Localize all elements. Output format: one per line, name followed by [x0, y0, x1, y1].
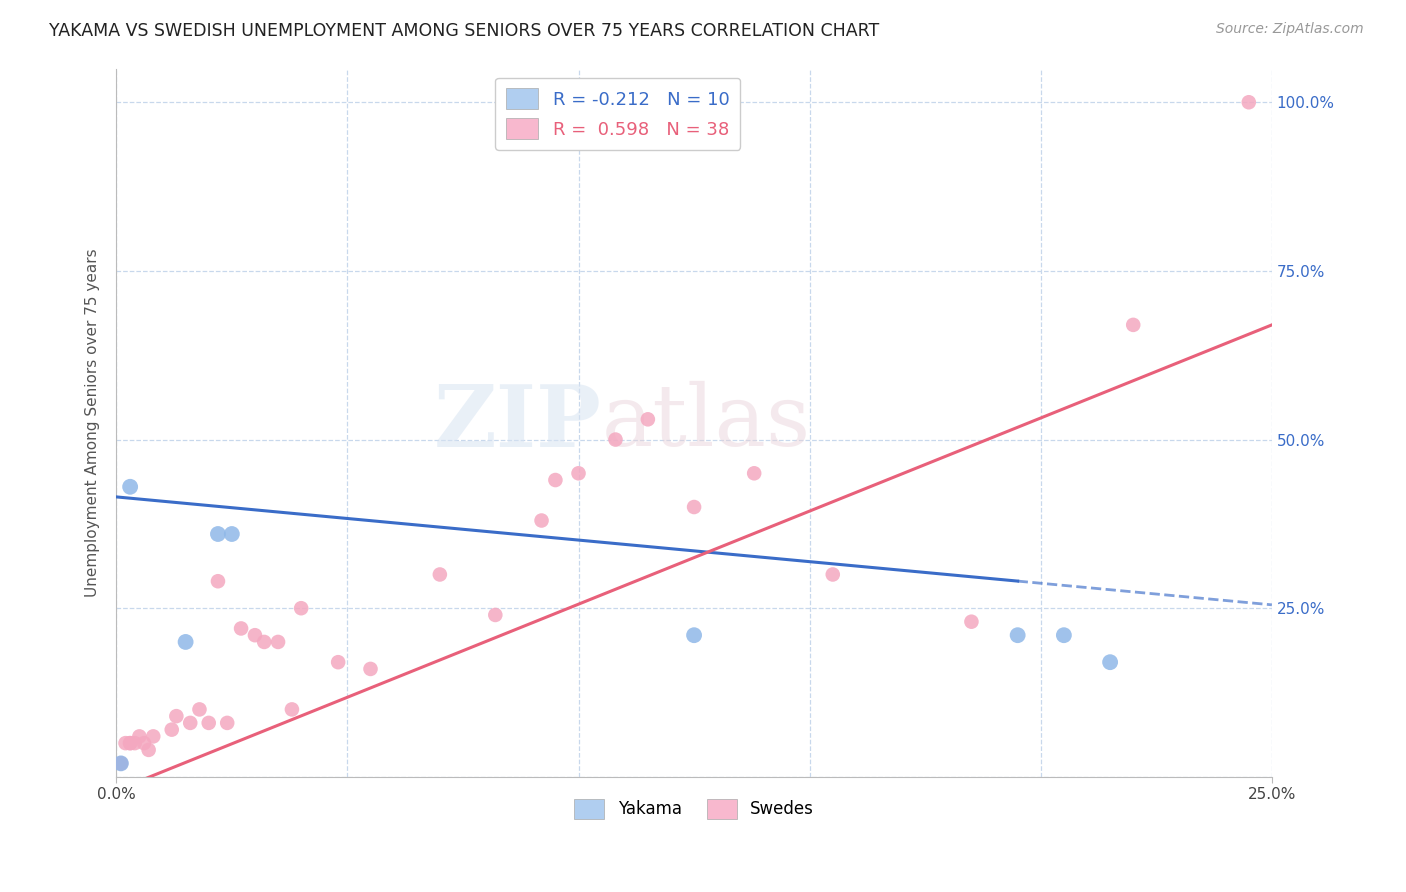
- Point: [142, 730, 165, 744]
- Point: [197, 715, 219, 730]
- Y-axis label: Unemployment Among Seniors over 75 years: Unemployment Among Seniors over 75 years: [86, 248, 100, 597]
- Text: Source: ZipAtlas.com: Source: ZipAtlas.com: [1216, 22, 1364, 37]
- Point: [960, 615, 983, 629]
- Point: [429, 567, 451, 582]
- Point: [567, 467, 589, 481]
- Point: [821, 567, 844, 582]
- Point: [128, 730, 150, 744]
- Point: [281, 702, 304, 716]
- Legend: Yakama, Swedes: Yakama, Swedes: [568, 793, 821, 825]
- Point: [207, 574, 229, 589]
- Point: [179, 715, 201, 730]
- Point: [132, 736, 155, 750]
- Point: [138, 743, 160, 757]
- Point: [360, 662, 382, 676]
- Point: [253, 635, 276, 649]
- Point: [328, 655, 350, 669]
- Point: [544, 473, 567, 487]
- Point: [165, 709, 187, 723]
- Point: [1007, 628, 1029, 642]
- Point: [290, 601, 312, 615]
- Point: [1122, 318, 1144, 332]
- Point: [605, 433, 627, 447]
- Text: ZIP: ZIP: [434, 381, 602, 465]
- Point: [683, 500, 706, 514]
- Point: [114, 736, 136, 750]
- Point: [1237, 95, 1260, 110]
- Point: [207, 527, 229, 541]
- Point: [742, 467, 765, 481]
- Point: [124, 736, 146, 750]
- Point: [120, 480, 142, 494]
- Point: [120, 736, 142, 750]
- Point: [229, 622, 252, 636]
- Point: [110, 756, 132, 771]
- Text: atlas: atlas: [602, 381, 811, 464]
- Point: [221, 527, 243, 541]
- Point: [110, 756, 132, 771]
- Text: YAKAMA VS SWEDISH UNEMPLOYMENT AMONG SENIORS OVER 75 YEARS CORRELATION CHART: YAKAMA VS SWEDISH UNEMPLOYMENT AMONG SEN…: [49, 22, 880, 40]
- Point: [267, 635, 290, 649]
- Point: [217, 715, 239, 730]
- Point: [683, 628, 706, 642]
- Point: [1099, 655, 1122, 669]
- Point: [637, 412, 659, 426]
- Point: [530, 514, 553, 528]
- Point: [605, 95, 627, 110]
- Point: [174, 635, 197, 649]
- Point: [188, 702, 211, 716]
- Point: [1053, 628, 1076, 642]
- Point: [243, 628, 266, 642]
- Point: [110, 756, 132, 771]
- Point: [160, 723, 183, 737]
- Point: [484, 607, 506, 622]
- Point: [120, 736, 142, 750]
